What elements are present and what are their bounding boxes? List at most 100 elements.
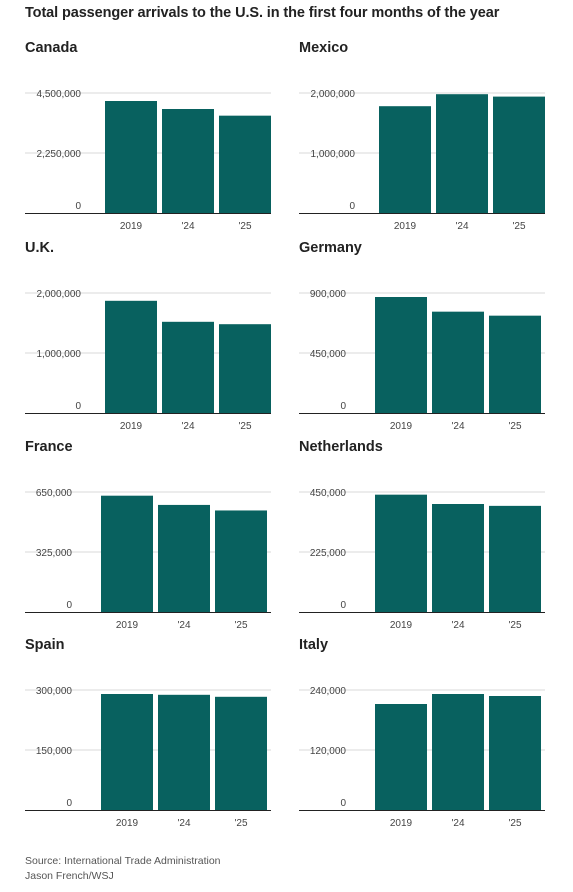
chart-title: Total passenger arrivals to the U.S. in … (25, 5, 500, 21)
x-tick-label: 2019 (390, 818, 413, 829)
bar (432, 504, 484, 612)
x-tick-label: '25 (234, 818, 247, 829)
panel-germany: Germany 0 450,000 900,000 2019 '24 '25 (299, 240, 549, 432)
bar (215, 510, 267, 612)
panel-u-k: U.K. 0 1,000,000 2,000,000 2019 '24 '25 (25, 240, 275, 432)
bar-chart: 0 225,000 450,000 2019 '24 '25 (299, 488, 545, 631)
y-tick-label: 0 (75, 401, 81, 412)
bar (375, 297, 427, 413)
x-tick-label: '24 (451, 620, 464, 631)
bar-chart: 0 120,000 240,000 2019 '24 '25 (299, 686, 545, 829)
panel-title: Netherlands (299, 439, 383, 455)
y-tick-label: 0 (340, 600, 346, 611)
bar (493, 96, 545, 213)
bar (101, 694, 153, 810)
panel-title: Germany (299, 240, 362, 256)
bar (375, 704, 427, 810)
x-tick-label: '24 (177, 620, 190, 631)
y-tick-label: 0 (340, 401, 346, 412)
x-tick-label: '25 (508, 620, 521, 631)
bar (219, 324, 271, 413)
x-tick-label: 2019 (116, 818, 139, 829)
credit-note: Jason French/WSJ (25, 870, 114, 882)
bar (101, 495, 153, 612)
x-tick-label: '24 (451, 421, 464, 432)
bar-chart: 0 1,000,000 2,000,000 2019 '24 '25 (25, 289, 271, 432)
x-tick-label: '25 (238, 221, 251, 232)
y-tick-label: 1,000,000 (311, 149, 356, 160)
y-tick-label: 1,000,000 (37, 349, 82, 360)
x-tick-label: '25 (512, 221, 525, 232)
bar (379, 106, 431, 213)
bar (432, 311, 484, 413)
bar (489, 696, 541, 810)
x-tick-label: 2019 (390, 620, 413, 631)
footer: Source: International Trade Administrati… (25, 854, 221, 884)
x-tick-label: 2019 (394, 221, 417, 232)
panel-title: U.K. (25, 240, 54, 256)
panel-italy: Italy 0 120,000 240,000 2019 '24 '25 (299, 637, 549, 829)
y-tick-label: 120,000 (310, 746, 347, 757)
bar (489, 505, 541, 612)
y-tick-label: 0 (66, 600, 72, 611)
bar (436, 94, 488, 213)
panel-title: Italy (299, 637, 329, 653)
panel-spain: Spain 0 150,000 300,000 2019 '24 '25 (25, 637, 275, 829)
bar (162, 321, 214, 413)
bar (158, 694, 210, 810)
y-tick-label: 0 (340, 798, 346, 809)
bar-chart: 0 450,000 900,000 2019 '24 '25 (299, 289, 545, 432)
bar (432, 694, 484, 810)
panel-title: France (25, 439, 73, 455)
y-tick-label: 2,000,000 (311, 89, 356, 100)
x-tick-label: '24 (181, 221, 194, 232)
bar (105, 300, 157, 413)
y-tick-label: 240,000 (310, 686, 347, 697)
y-tick-label: 900,000 (310, 289, 347, 300)
x-tick-label: '24 (451, 818, 464, 829)
panel-mexico: Mexico 0 1,000,000 2,000,000 2019 '24 '25 (299, 40, 549, 232)
bar (215, 696, 267, 810)
y-tick-label: 0 (349, 201, 355, 212)
x-tick-label: 2019 (116, 620, 139, 631)
bar-chart: 0 325,000 650,000 2019 '24 '25 (25, 488, 271, 631)
panel-title: Spain (25, 637, 65, 653)
y-tick-label: 150,000 (36, 746, 73, 757)
panel-netherlands: Netherlands 0 225,000 450,000 2019 '24 '25 (299, 439, 549, 631)
y-tick-label: 2,000,000 (37, 289, 82, 300)
bar (219, 115, 271, 213)
x-tick-label: 2019 (120, 421, 143, 432)
panel-france: France 0 325,000 650,000 2019 '24 '25 (25, 439, 275, 631)
y-tick-label: 4,500,000 (37, 89, 82, 100)
y-tick-label: 0 (75, 201, 81, 212)
y-tick-label: 650,000 (36, 488, 73, 499)
bar (489, 315, 541, 413)
x-tick-label: 2019 (390, 421, 413, 432)
x-tick-label: '25 (234, 620, 247, 631)
x-tick-label: '25 (508, 818, 521, 829)
y-tick-label: 450,000 (310, 349, 347, 360)
x-tick-label: '24 (455, 221, 468, 232)
bar (158, 504, 210, 612)
x-tick-label: '25 (238, 421, 251, 432)
y-tick-label: 300,000 (36, 686, 73, 697)
bar-chart: 0 150,000 300,000 2019 '24 '25 (25, 686, 271, 829)
y-tick-label: 450,000 (310, 488, 347, 499)
y-tick-label: 2,250,000 (37, 149, 82, 160)
source-note: Source: International Trade Administrati… (25, 855, 221, 867)
x-tick-label: 2019 (120, 221, 143, 232)
bar-chart: 0 1,000,000 2,000,000 2019 '24 '25 (299, 89, 545, 232)
y-tick-label: 325,000 (36, 548, 73, 559)
x-tick-label: '25 (508, 421, 521, 432)
bar (105, 101, 157, 213)
bar (162, 109, 214, 213)
panel-canada: Canada 0 2,250,000 4,500,000 2019 '24 '25 (25, 40, 275, 232)
bar-chart: 0 2,250,000 4,500,000 2019 '24 '25 (25, 89, 271, 232)
panel-title: Canada (25, 40, 78, 56)
bar (375, 494, 427, 612)
y-tick-label: 0 (66, 798, 72, 809)
x-tick-label: '24 (181, 421, 194, 432)
y-tick-label: 225,000 (310, 548, 347, 559)
x-tick-label: '24 (177, 818, 190, 829)
panel-title: Mexico (299, 40, 349, 56)
